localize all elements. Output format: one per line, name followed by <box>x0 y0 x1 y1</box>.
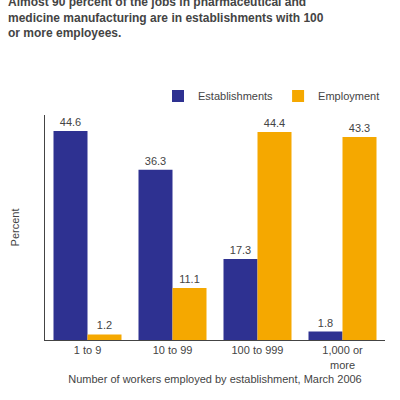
svg-text:44.6: 44.6 <box>60 116 81 128</box>
svg-text:Number of workers employed by: Number of workers employed by establishm… <box>68 373 361 385</box>
svg-text:1,000 ormore: 1,000 ormore <box>322 344 363 370</box>
svg-text:Employment: Employment <box>318 90 379 102</box>
svg-text:43.3: 43.3 <box>349 122 370 134</box>
svg-text:36.3: 36.3 <box>145 155 166 167</box>
svg-text:1 to 9: 1 to 9 <box>74 344 102 356</box>
svg-text:17.3: 17.3 <box>230 244 251 256</box>
svg-text:100 to 999: 100 to 999 <box>232 344 284 356</box>
svg-text:Percent: Percent <box>9 209 21 247</box>
svg-text:Establishments: Establishments <box>198 90 273 102</box>
svg-text:11.1: 11.1 <box>179 273 200 285</box>
svg-text:Almost 90 percent of the jobs: Almost 90 percent of the jobs in pharmac… <box>8 0 324 40</box>
svg-text:1.2: 1.2 <box>97 319 112 331</box>
svg-text:44.4: 44.4 <box>264 117 285 129</box>
svg-text:1.8: 1.8 <box>318 317 333 329</box>
svg-text:10 to 99: 10 to 99 <box>153 344 193 356</box>
